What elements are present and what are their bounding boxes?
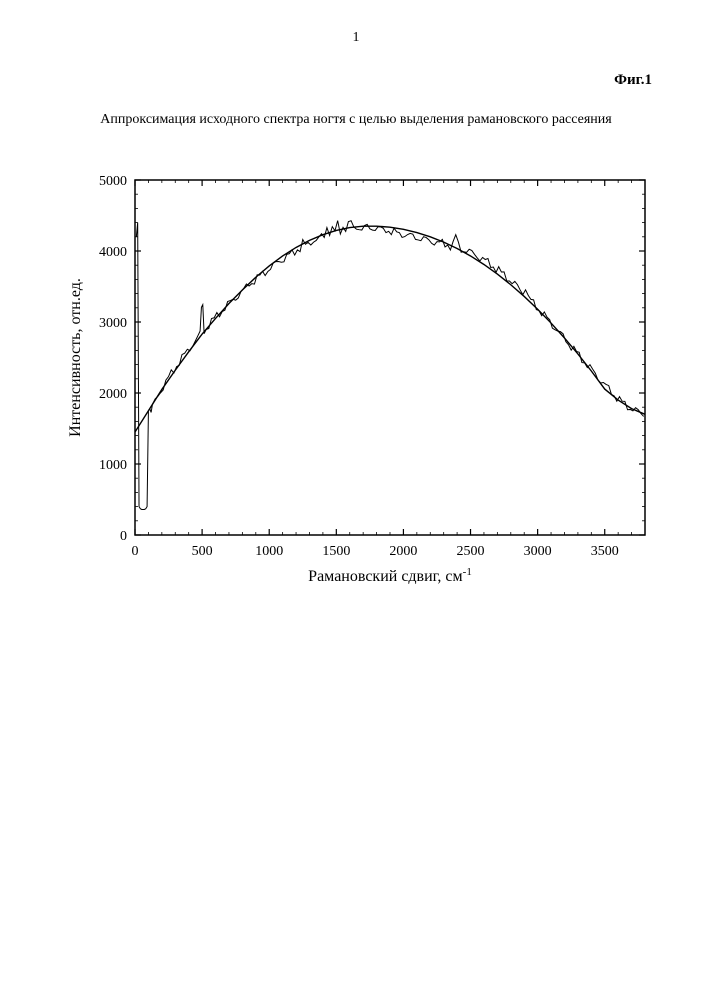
svg-text:1000: 1000: [255, 544, 283, 559]
spectrum-chart: 0 500 1000 1500 2000 2500 3000 3500 0 1000 2000 300…: [60, 165, 660, 595]
svg-text:500: 500: [192, 544, 213, 559]
svg-text:Интенсивность, отн.ед.: Интенсивность, отн.ед.: [67, 278, 84, 437]
svg-text:0: 0: [120, 529, 127, 544]
svg-text:2000: 2000: [99, 387, 127, 402]
figure-caption: Аппроксимация исходного спектра ногтя с …: [0, 112, 712, 128]
chart-svg: 0 500 1000 1500 2000 2500 3000 3500 0 1000 2000 300…: [60, 165, 660, 595]
svg-text:0: 0: [132, 544, 139, 559]
svg-text:1000: 1000: [99, 458, 127, 473]
svg-text:3000: 3000: [524, 544, 552, 559]
svg-text:2000: 2000: [389, 544, 417, 559]
svg-text:3000: 3000: [99, 316, 127, 331]
svg-text:5000: 5000: [99, 174, 127, 189]
page-number: 1: [0, 30, 712, 46]
svg-text:3500: 3500: [591, 544, 619, 559]
svg-text:2500: 2500: [457, 544, 485, 559]
svg-text:Рамановский сдвиг, см-1: Рамановский сдвиг, см-1: [308, 566, 472, 585]
svg-text:4000: 4000: [99, 245, 127, 260]
figure-label: Фиг.1: [614, 72, 652, 89]
svg-text:1500: 1500: [322, 544, 350, 559]
